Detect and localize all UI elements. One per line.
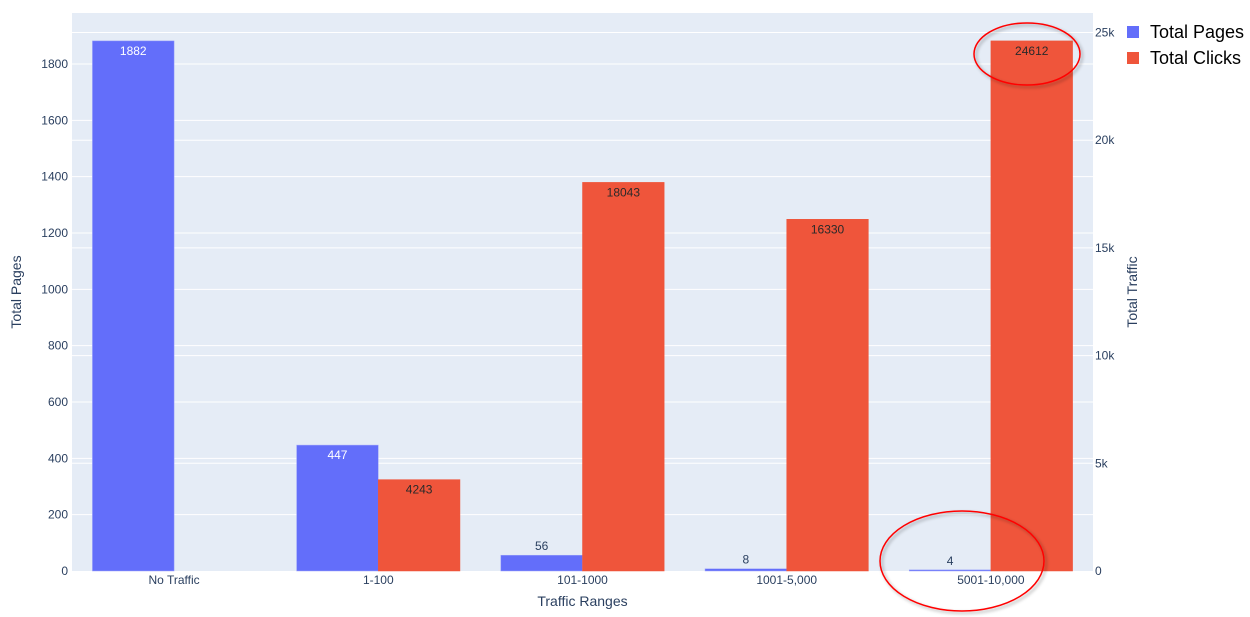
y-tick-label: 1000 [41, 282, 68, 296]
data-label: 56 [535, 539, 549, 553]
data-label: 447 [327, 448, 347, 462]
legend-swatch [1127, 52, 1139, 64]
y-tick-label: 1600 [41, 113, 68, 127]
x-tick-label: 1001-5,000 [756, 573, 817, 587]
highlight-ellipse [879, 510, 1045, 612]
legend: Total Pages Total Clicks [1127, 22, 1244, 68]
y2-tick-label: 20k [1095, 133, 1115, 147]
data-label: 4243 [406, 483, 433, 497]
x-tick-label: 101-1000 [557, 573, 608, 587]
highlight-ellipse [973, 22, 1081, 86]
bar-total-pages [296, 444, 379, 572]
y-axis-title: Total Pages [8, 255, 24, 328]
y-tick-label: 0 [61, 564, 68, 578]
bar-total-pages [908, 569, 992, 572]
x-tick-label: 5001-10,000 [957, 573, 1025, 587]
bar-total-clicks [990, 40, 1073, 572]
y-tick-label: 200 [48, 508, 68, 522]
bar-total-pages [704, 568, 787, 572]
y-tick-label: 400 [48, 451, 68, 465]
data-label: 18043 [607, 185, 641, 199]
y-tick-label: 1800 [41, 57, 68, 71]
data-label: 1882 [120, 44, 147, 58]
bar-total-clicks [582, 182, 665, 572]
y2-tick-label: 25k [1095, 26, 1115, 40]
y2-tick-label: 0 [1095, 564, 1102, 578]
bar-total-pages [500, 554, 583, 572]
legend-swatch [1127, 26, 1139, 38]
y-tick-label: 800 [48, 339, 68, 353]
data-label: 16330 [811, 222, 845, 236]
y2-axis-title: Total Traffic [1124, 256, 1140, 327]
y2-tick-label: 15k [1095, 241, 1115, 255]
x-tick-label: No Traffic [149, 573, 200, 587]
x-tick-label: 1-100 [363, 573, 394, 587]
y-tick-label: 600 [48, 395, 68, 409]
bar-total-pages [92, 40, 175, 572]
y2-tick-label: 10k [1095, 349, 1115, 363]
data-label: 8 [743, 553, 750, 567]
x-axis-title: Traffic Ranges [537, 593, 627, 609]
legend-item: Total Pages [1150, 22, 1244, 42]
bar-total-clicks [378, 479, 461, 572]
data-label: 4 [947, 554, 954, 568]
legend-item: Total Clicks [1150, 48, 1241, 68]
y2-tick-label: 5k [1095, 456, 1109, 470]
y-tick-label: 1200 [41, 226, 68, 240]
data-label: 24612 [1015, 44, 1049, 58]
y-tick-label: 1400 [41, 170, 68, 184]
bar-total-clicks [786, 219, 869, 572]
